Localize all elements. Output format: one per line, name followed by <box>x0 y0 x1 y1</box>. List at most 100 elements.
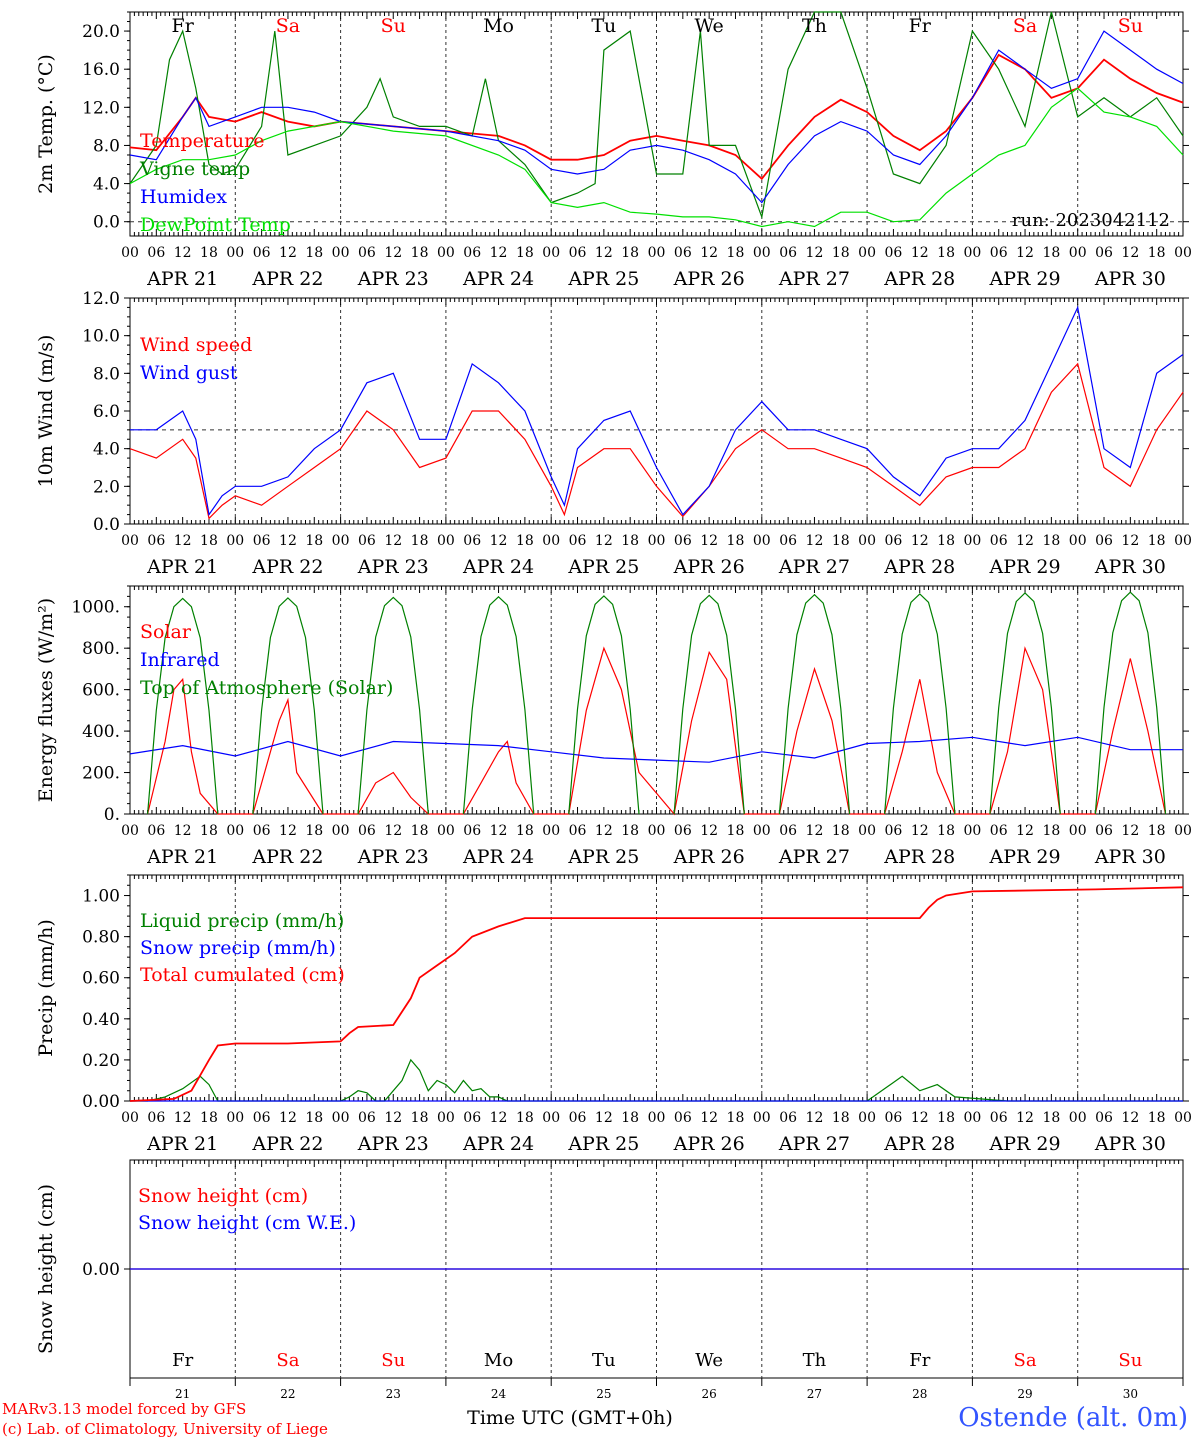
y-tick-label: 0.80 <box>82 928 120 948</box>
x-hour-label: 12 <box>1121 1110 1139 1126</box>
series-line-toa-day-7 <box>778 593 851 815</box>
x-date-label: APR 23 <box>357 846 429 868</box>
x-hour-label: 18 <box>1042 245 1060 261</box>
x-hour-label: 06 <box>253 245 271 261</box>
y-tick-label: 0.20 <box>82 1051 120 1071</box>
x-hour-label: 06 <box>779 1110 797 1126</box>
panel-4: 0.00 0.20 0.40 0.60 0.80 1.00 Precip (mm/h) Liq… <box>35 874 1192 1155</box>
x-hour-label: 18 <box>200 1110 218 1126</box>
x-hour-label: 00 <box>648 245 666 261</box>
x-hour-label: 06 <box>885 823 903 839</box>
x-date-label: APR 25 <box>567 556 639 578</box>
x-hour-label: 00 <box>1174 533 1192 549</box>
x-hour-label: 06 <box>147 533 165 549</box>
day-number-label: 29 <box>1017 1387 1032 1401</box>
x-hour-label: 18 <box>621 823 639 839</box>
x-hour-label: 12 <box>490 533 508 549</box>
x-hour-label: 00 <box>648 533 666 549</box>
x-hour-label: 06 <box>990 1110 1008 1126</box>
x-hour-label: 00 <box>963 533 981 549</box>
x-date-label: APR 21 <box>146 1133 218 1155</box>
x-date-label: APR 26 <box>673 268 745 290</box>
weekday-label: Mo <box>483 15 514 37</box>
x-date-label: APR 22 <box>251 556 323 578</box>
x-hour-label: 18 <box>305 1110 323 1126</box>
x-hour-label: 06 <box>885 1110 903 1126</box>
x-hour-label: 00 <box>753 823 771 839</box>
x-hour-label: 18 <box>832 245 850 261</box>
x-hour-label: 06 <box>885 533 903 549</box>
x-hour-label: 18 <box>1148 1110 1166 1126</box>
x-date-label: APR 24 <box>462 846 534 868</box>
run-label: run: 2023042112 <box>1012 210 1170 231</box>
series-line-vigne-temp <box>129 11 1184 220</box>
weekday-label: Su <box>1118 1350 1142 1371</box>
x-date-label: APR 21 <box>146 556 218 578</box>
legend-entry: Liquid precip (mm/h) <box>140 910 344 932</box>
x-date-label: APR 28 <box>883 556 955 578</box>
x-hour-label: 00 <box>437 245 455 261</box>
x-hour-label: 06 <box>674 823 692 839</box>
series-line-total-cumulated-cm <box>129 886 1184 1102</box>
x-hour-label: 12 <box>1121 823 1139 839</box>
x-hour-label: 18 <box>200 533 218 549</box>
y-tick-label: 2.0 <box>93 477 120 497</box>
y-tick-label: 0.0 <box>93 213 120 233</box>
x-hour-label: 00 <box>648 1110 666 1126</box>
x-hour-label: 00 <box>542 533 560 549</box>
x-hour-label: 12 <box>384 1110 402 1126</box>
x-hour-label: 12 <box>384 245 402 261</box>
y-tick-label: 1.00 <box>82 887 120 907</box>
y-tick-label: 0.60 <box>82 969 120 989</box>
x-hour-label: 00 <box>437 1110 455 1126</box>
y-tick-label: 600. <box>82 681 120 701</box>
x-date-label: APR 25 <box>567 1133 639 1155</box>
x-date-label: APR 22 <box>251 1133 323 1155</box>
y-tick-label: 0. <box>104 805 120 825</box>
x-hour-label: 06 <box>1095 533 1113 549</box>
x-hour-label: 18 <box>305 533 323 549</box>
x-hour-label: 00 <box>1069 823 1087 839</box>
x-hour-label: 18 <box>516 533 534 549</box>
day-number-label: 21 <box>175 1387 190 1401</box>
series-line-infrared <box>129 736 1183 763</box>
x-hour-label: 18 <box>727 245 745 261</box>
x-hour-label: 06 <box>990 533 1008 549</box>
day-number-label: 30 <box>1123 1387 1138 1401</box>
y-axis-label: Snow height (cm) <box>35 1184 57 1354</box>
x-hour-label: 00 <box>437 823 455 839</box>
x-hour-label: 18 <box>200 245 218 261</box>
x-hour-label: 06 <box>1095 245 1113 261</box>
day-number-label: 28 <box>912 1387 927 1401</box>
x-date-label: APR 24 <box>462 556 534 578</box>
day-number-label: 23 <box>386 1387 401 1401</box>
x-hour-label: 18 <box>1042 1110 1060 1126</box>
x-hour-label: 18 <box>516 823 534 839</box>
series-line-toa-day-5 <box>568 595 640 815</box>
x-hour-label: 18 <box>621 245 639 261</box>
x-hour-label: 00 <box>437 533 455 549</box>
x-hour-label: 12 <box>174 533 192 549</box>
credit-lab: (c) Lab. of Climatology, University of L… <box>2 1420 328 1438</box>
x-hour-label: 12 <box>384 533 402 549</box>
series-line-wind-gust <box>130 305 1184 517</box>
series-line-toa-day-6 <box>673 594 745 815</box>
y-tick-label: 16.0 <box>82 60 120 80</box>
x-hour-label: 12 <box>490 823 508 839</box>
x-hour-label: 12 <box>174 245 192 261</box>
x-hour-label: 06 <box>1095 823 1113 839</box>
x-hour-label: 06 <box>358 823 376 839</box>
x-hour-label: 06 <box>674 1110 692 1126</box>
y-tick-label: 0.00 <box>82 1260 120 1280</box>
x-hour-label: 12 <box>1016 1110 1034 1126</box>
y-tick-label: 4.0 <box>93 440 120 460</box>
y-tick-label: 12.0 <box>82 98 120 118</box>
x-hour-label: 06 <box>253 1110 271 1126</box>
x-hour-label: 18 <box>1148 245 1166 261</box>
x-hour-label: 18 <box>621 533 639 549</box>
x-hour-label: 00 <box>332 823 350 839</box>
y-tick-label: 20.0 <box>82 22 120 42</box>
legend-entry: Snow height (cm W.E.) <box>138 1212 356 1234</box>
x-hour-label: 12 <box>911 823 929 839</box>
x-hour-label: 18 <box>727 1110 745 1126</box>
